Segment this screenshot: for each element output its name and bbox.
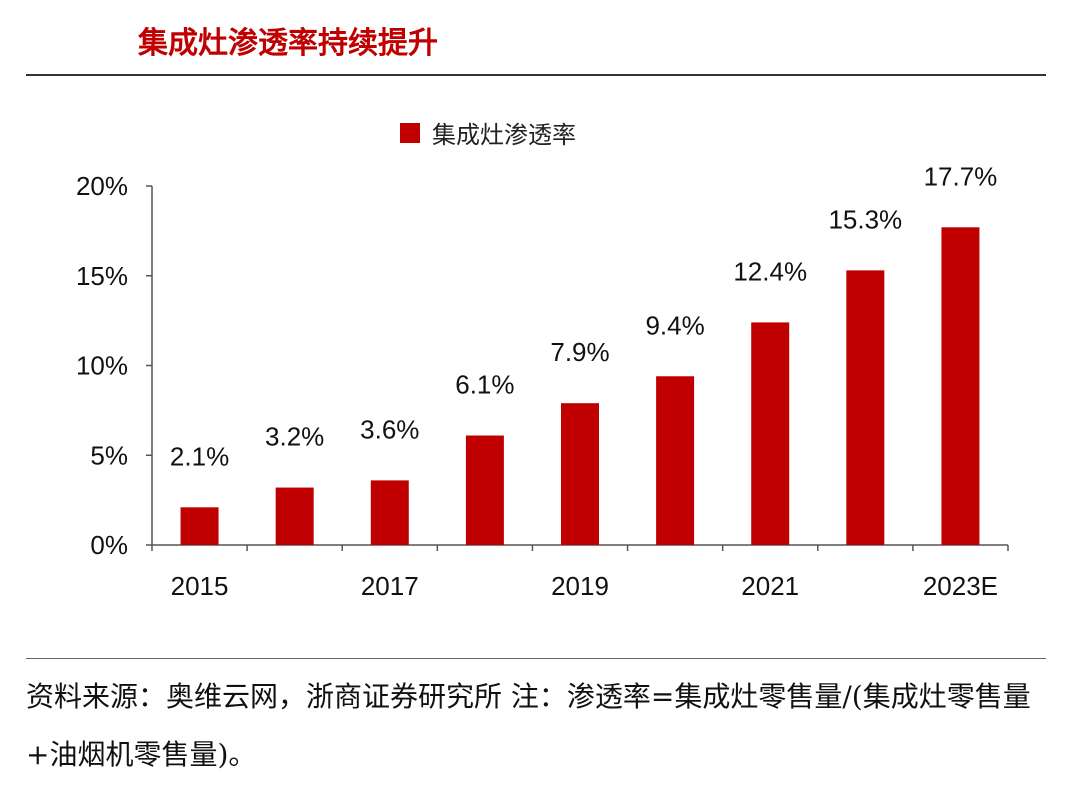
bar	[656, 376, 695, 545]
bars	[180, 227, 980, 545]
bar	[180, 507, 219, 545]
x-tick-label: 2017	[361, 571, 419, 601]
source-note: 资料来源：奥维云网，浙商证券研究所 注：渗透率=集成灶零售量/(集成灶零售量+油…	[26, 680, 1031, 771]
x-tick-label: 2021	[741, 571, 799, 601]
data-labels: 2.1% 3.2% 3.6% 6.1% 7.9% 9.4% 12.4% 15.3% 17.7%	[170, 161, 997, 471]
bar	[370, 480, 409, 545]
y-axis: 0% 5% 10% 15% 20%	[76, 171, 153, 560]
x-tick-label: 2023E	[923, 571, 998, 601]
bar	[846, 270, 885, 545]
title-divider	[26, 74, 1046, 76]
data-label: 3.6%	[360, 414, 419, 444]
data-label: 3.2%	[265, 422, 324, 452]
data-label: 17.7%	[924, 161, 998, 191]
legend-swatch	[400, 123, 420, 143]
bar	[275, 487, 314, 545]
data-label: 2.1%	[170, 441, 229, 471]
x-axis: 2015 2017 2019 2021 2023E	[151, 544, 1009, 601]
data-label: 9.4%	[645, 310, 704, 340]
y-tick-label: 15%	[76, 261, 128, 291]
bar	[751, 322, 790, 545]
bar	[941, 227, 980, 545]
data-label: 6.1%	[455, 370, 514, 400]
y-tick-label: 5%	[90, 440, 128, 470]
y-tick-label: 10%	[76, 351, 128, 381]
bar	[561, 403, 599, 545]
bar-chart: 集成灶渗透率 0% 5% 10% 15% 20% 2015 2017 2019 2021 202…	[76, 121, 1009, 601]
legend-label: 集成灶渗透率	[432, 121, 576, 149]
bar	[465, 435, 504, 545]
y-tick-label: 20%	[76, 171, 128, 201]
page-title: 集成灶渗透率持续提升	[138, 26, 438, 61]
x-tick-label: 2019	[551, 571, 609, 601]
source-divider	[26, 658, 1046, 659]
legend: 集成灶渗透率	[400, 121, 576, 149]
x-tick-label: 2015	[171, 571, 229, 601]
data-label: 15.3%	[828, 204, 902, 234]
y-tick-label: 0%	[90, 530, 128, 560]
data-label: 7.9%	[550, 337, 609, 367]
data-label: 12.4%	[733, 256, 807, 286]
